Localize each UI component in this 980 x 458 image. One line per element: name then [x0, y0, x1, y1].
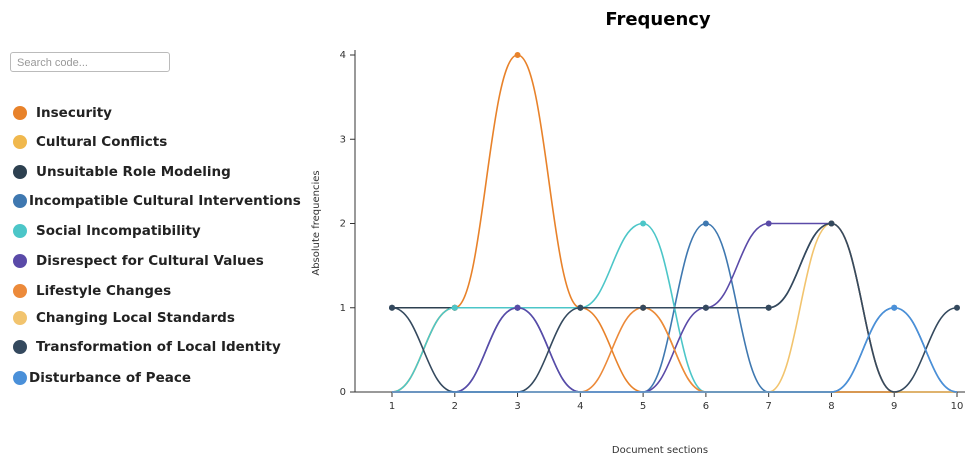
x-tick-label: 7: [765, 401, 771, 412]
x-tick-label: 5: [640, 401, 646, 412]
legend-label: Cultural Conflicts: [36, 134, 167, 150]
y-axis-label: Absolute frequencies: [311, 170, 322, 275]
point: [640, 304, 647, 311]
x-tick-label: 10: [951, 401, 964, 412]
x-tick-label: 1: [389, 401, 395, 412]
y-tick-label: 2: [340, 219, 346, 230]
point: [389, 304, 395, 311]
point: [954, 304, 960, 311]
legend-swatch: [13, 106, 27, 120]
y-tick-label: 1: [340, 303, 346, 314]
legend-swatch: [13, 165, 27, 179]
legend-swatch: [13, 135, 27, 149]
point: [640, 220, 647, 227]
x-axis-label: Document sections: [612, 445, 708, 456]
x-tick-label: 6: [703, 401, 709, 412]
series-line: [392, 306, 958, 393]
y-tick-label: 4: [340, 50, 346, 61]
point: [891, 304, 898, 311]
y-tick-label: 0: [340, 387, 346, 398]
legend-swatch: [13, 284, 27, 298]
point: [451, 304, 458, 311]
point: [514, 52, 521, 58]
point: [702, 220, 709, 227]
point: [828, 220, 835, 227]
x-tick-label: 9: [891, 401, 897, 412]
legend-label: Incompatible Cultural Interventions: [29, 193, 301, 209]
legend-label: Changing Local Standards: [36, 310, 235, 326]
chart-title: Frequency: [605, 9, 711, 30]
x-tick-label: 8: [828, 401, 834, 412]
legend-swatch: [13, 340, 27, 354]
legend-swatch: [13, 224, 27, 238]
legend-label: Lifestyle Changes: [36, 283, 171, 299]
point: [514, 304, 521, 311]
point: [765, 220, 772, 227]
x-tick-label: 2: [452, 401, 458, 412]
legend-label: Transformation of Local Identity: [36, 339, 281, 355]
point: [577, 304, 584, 311]
legend-swatch: [13, 254, 27, 268]
y-tick-label: 3: [340, 134, 346, 145]
legend-label: Disrespect for Cultural Values: [36, 253, 264, 269]
point: [702, 304, 709, 311]
legend-swatch: [13, 311, 27, 325]
legend-label: Insecurity: [36, 105, 112, 121]
x-tick-label: 3: [514, 401, 520, 412]
legend-swatch: [13, 371, 27, 385]
legend-label: Social Incompatibility: [36, 223, 201, 239]
series-line: [391, 54, 957, 393]
x-tick-label: 4: [577, 401, 583, 412]
legend-label: Unsuitable Role Modeling: [36, 164, 231, 180]
search-box[interactable]: Search code...: [10, 52, 170, 72]
legend-label: Disturbance of Peace: [29, 370, 191, 386]
legend-swatch: [13, 194, 27, 208]
point: [765, 304, 772, 311]
